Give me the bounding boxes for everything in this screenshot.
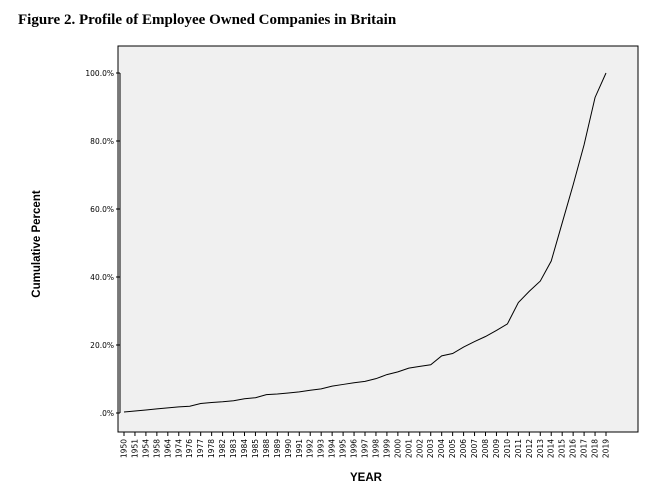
- x-tick-label: 1996: [350, 439, 359, 458]
- x-tick-label: 2011: [514, 439, 523, 458]
- x-tick-label: 1983: [229, 439, 238, 458]
- x-tick-label: 1989: [273, 439, 282, 458]
- x-tick-label: 1954: [141, 439, 150, 458]
- x-tick-label: 1999: [382, 439, 391, 458]
- x-tick-label: 2004: [437, 439, 446, 458]
- x-tick-label: 2000: [393, 439, 402, 458]
- y-tick-label: 60.0%: [90, 205, 114, 214]
- x-tick-label: 1950: [120, 439, 129, 458]
- x-tick-label: 2009: [492, 439, 501, 458]
- x-tick-label: 1997: [361, 439, 370, 458]
- x-tick-label: 1998: [371, 439, 380, 458]
- x-tick-label: 1985: [251, 439, 260, 458]
- x-tick-label: 2001: [404, 439, 413, 458]
- y-tick-label: 20.0%: [90, 341, 114, 350]
- x-tick-label: 1990: [284, 439, 293, 458]
- x-tick-label: 2014: [547, 439, 556, 458]
- x-tick-label: 2002: [415, 439, 424, 458]
- x-axis-title: YEAR: [350, 472, 383, 484]
- x-tick-label: 1992: [306, 439, 315, 458]
- x-tick-label: 1988: [262, 439, 271, 458]
- x-tick-label: 1958: [152, 439, 161, 458]
- x-tick-label: 1995: [339, 439, 348, 458]
- x-tick-label: 1974: [174, 439, 183, 458]
- x-tick-label: 1993: [317, 439, 326, 458]
- plot-area: [117, 45, 639, 433]
- y-axis: .0% 20.0% 40.0% 60.0% 80.0% 100.0%: [85, 69, 121, 418]
- x-tick-label: 2019: [602, 439, 611, 458]
- figure-title: Figure 2. Profile of Employee Owned Comp…: [18, 12, 397, 28]
- x-tick-label: 1984: [240, 439, 249, 458]
- x-axis: 1950 1951 1954 1958 1964 1974 1976 1977 1978 1982…: [120, 432, 611, 458]
- y-tick-label: 100.0%: [85, 69, 114, 78]
- x-tick-label: 1951: [130, 439, 139, 458]
- x-tick-label: 1964: [163, 439, 172, 458]
- cumulative-percent-line: [123, 72, 607, 413]
- x-tick-label: 1982: [218, 439, 227, 458]
- x-tick-label: 2005: [448, 439, 457, 458]
- x-tick-label: 2012: [525, 439, 534, 458]
- x-tick-label: 2016: [569, 439, 578, 458]
- x-tick-label: 1994: [328, 439, 337, 458]
- y-tick-label: 40.0%: [90, 273, 114, 282]
- y-axis-title: Cumulative Percent: [31, 190, 43, 298]
- x-tick-label: 1991: [295, 439, 304, 458]
- x-tick-label: 2015: [558, 439, 567, 458]
- x-tick-label: 2007: [470, 439, 479, 458]
- x-tick-label: 2003: [426, 439, 435, 458]
- y-tick-label: .0%: [100, 409, 114, 418]
- x-tick-label: 2006: [459, 439, 468, 458]
- x-tick-label: 2013: [536, 439, 545, 458]
- x-tick-label: 1978: [207, 439, 216, 458]
- x-tick-label: 2008: [481, 439, 490, 458]
- x-tick-label: 1977: [196, 439, 205, 458]
- y-tick-label: 80.0%: [90, 137, 114, 146]
- x-tick-label: 2017: [580, 439, 589, 458]
- x-tick-label: 2018: [591, 439, 600, 458]
- x-tick-label: 2010: [503, 439, 512, 458]
- x-tick-label: 1976: [185, 439, 194, 458]
